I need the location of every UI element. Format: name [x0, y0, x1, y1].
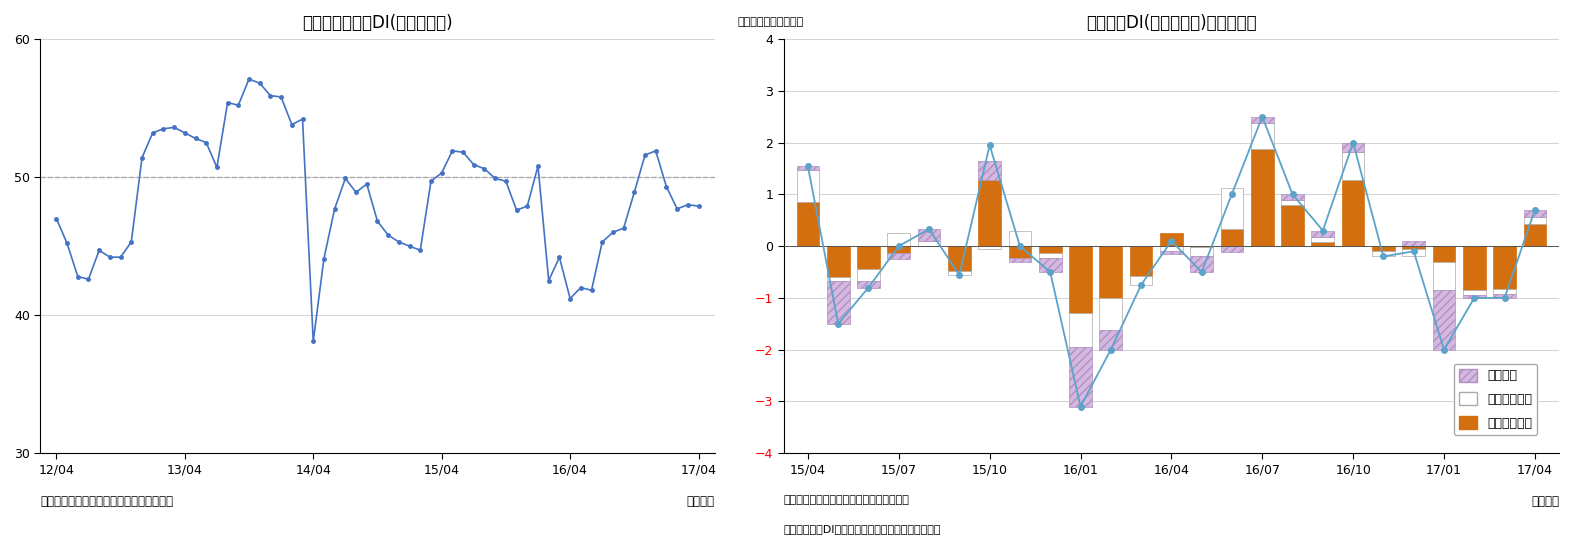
Bar: [1191, 247, 1213, 256]
Bar: [796, 202, 820, 246]
Bar: [1524, 225, 1546, 246]
Bar: [796, 170, 820, 202]
Text: （前月差、ポイント）: （前月差、ポイント）: [738, 16, 804, 26]
Bar: [1038, 258, 1062, 272]
Bar: [1463, 246, 1485, 290]
Bar: [1251, 149, 1274, 246]
Bar: [1070, 313, 1092, 347]
Text: （資料）内閣府「景気ウォッチャー調査」: （資料）内閣府「景気ウォッチャー調査」: [783, 495, 909, 505]
Bar: [1493, 246, 1516, 289]
Bar: [1008, 258, 1032, 262]
Bar: [887, 246, 911, 253]
Bar: [1372, 251, 1395, 256]
Bar: [1312, 243, 1334, 246]
Bar: [1280, 199, 1304, 205]
Bar: [1493, 294, 1516, 298]
Bar: [1221, 188, 1243, 229]
Bar: [857, 270, 879, 281]
Bar: [1191, 256, 1213, 272]
Bar: [1100, 330, 1122, 350]
Title: 景気の現状判断DI(季節調整値): 景気の現状判断DI(季節調整値): [302, 14, 453, 32]
Bar: [887, 253, 911, 259]
Bar: [827, 246, 849, 277]
Bar: [1070, 246, 1092, 313]
Text: （月次）: （月次）: [686, 495, 714, 508]
Text: （資料）内閣府「景気ウォッチャー調査」: （資料）内閣府「景気ウォッチャー調査」: [41, 495, 173, 508]
Bar: [1251, 117, 1274, 124]
Bar: [827, 281, 849, 324]
Bar: [949, 246, 971, 271]
Text: （月次）: （月次）: [1531, 495, 1559, 508]
Bar: [1191, 246, 1213, 247]
Bar: [978, 246, 1000, 249]
Bar: [1280, 205, 1304, 246]
Bar: [1342, 152, 1364, 181]
Bar: [1159, 251, 1183, 254]
Bar: [1038, 246, 1062, 253]
Bar: [1433, 290, 1455, 350]
Bar: [1312, 231, 1334, 237]
Bar: [1524, 210, 1546, 217]
Bar: [1159, 246, 1183, 251]
Bar: [1433, 246, 1455, 262]
Bar: [827, 277, 849, 281]
Bar: [796, 166, 820, 170]
Bar: [949, 271, 971, 275]
Bar: [1100, 246, 1122, 298]
Bar: [1403, 249, 1425, 256]
Bar: [978, 161, 1000, 180]
Bar: [1038, 253, 1062, 258]
Bar: [1342, 181, 1364, 246]
Bar: [917, 241, 941, 246]
Bar: [1159, 233, 1183, 246]
Bar: [1251, 124, 1274, 149]
Bar: [1008, 231, 1032, 246]
Bar: [1463, 290, 1485, 295]
Bar: [887, 233, 911, 246]
Bar: [1008, 246, 1032, 258]
Text: （注）分野別DIの前月差に各ウェイトを乗じて算出: （注）分野別DIの前月差に各ウェイトを乗じて算出: [783, 524, 941, 534]
Bar: [1129, 246, 1153, 276]
Bar: [1221, 229, 1243, 246]
Bar: [1433, 262, 1455, 290]
Bar: [1342, 143, 1364, 152]
Bar: [1280, 194, 1304, 199]
Title: 現状判断DI(季節調整値)の変動要因: 現状判断DI(季節調整値)の変動要因: [1085, 14, 1257, 32]
Bar: [857, 246, 879, 270]
Bar: [1524, 217, 1546, 225]
Bar: [857, 281, 879, 288]
Bar: [1221, 246, 1243, 253]
Bar: [1403, 246, 1425, 249]
Bar: [1493, 289, 1516, 294]
Bar: [1403, 241, 1425, 246]
Bar: [1100, 298, 1122, 330]
Bar: [1129, 276, 1153, 285]
Bar: [1463, 295, 1485, 298]
Bar: [1070, 347, 1092, 407]
Bar: [978, 180, 1000, 246]
Legend: 雇用関連, 企業動向関連, 家計動向関連: 雇用関連, 企業動向関連, 家計動向関連: [1453, 363, 1537, 435]
Bar: [1312, 237, 1334, 243]
Bar: [1372, 246, 1395, 251]
Bar: [917, 229, 941, 241]
